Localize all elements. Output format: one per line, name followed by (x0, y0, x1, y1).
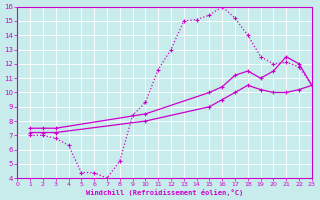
X-axis label: Windchill (Refroidissement éolien,°C): Windchill (Refroidissement éolien,°C) (86, 189, 243, 196)
